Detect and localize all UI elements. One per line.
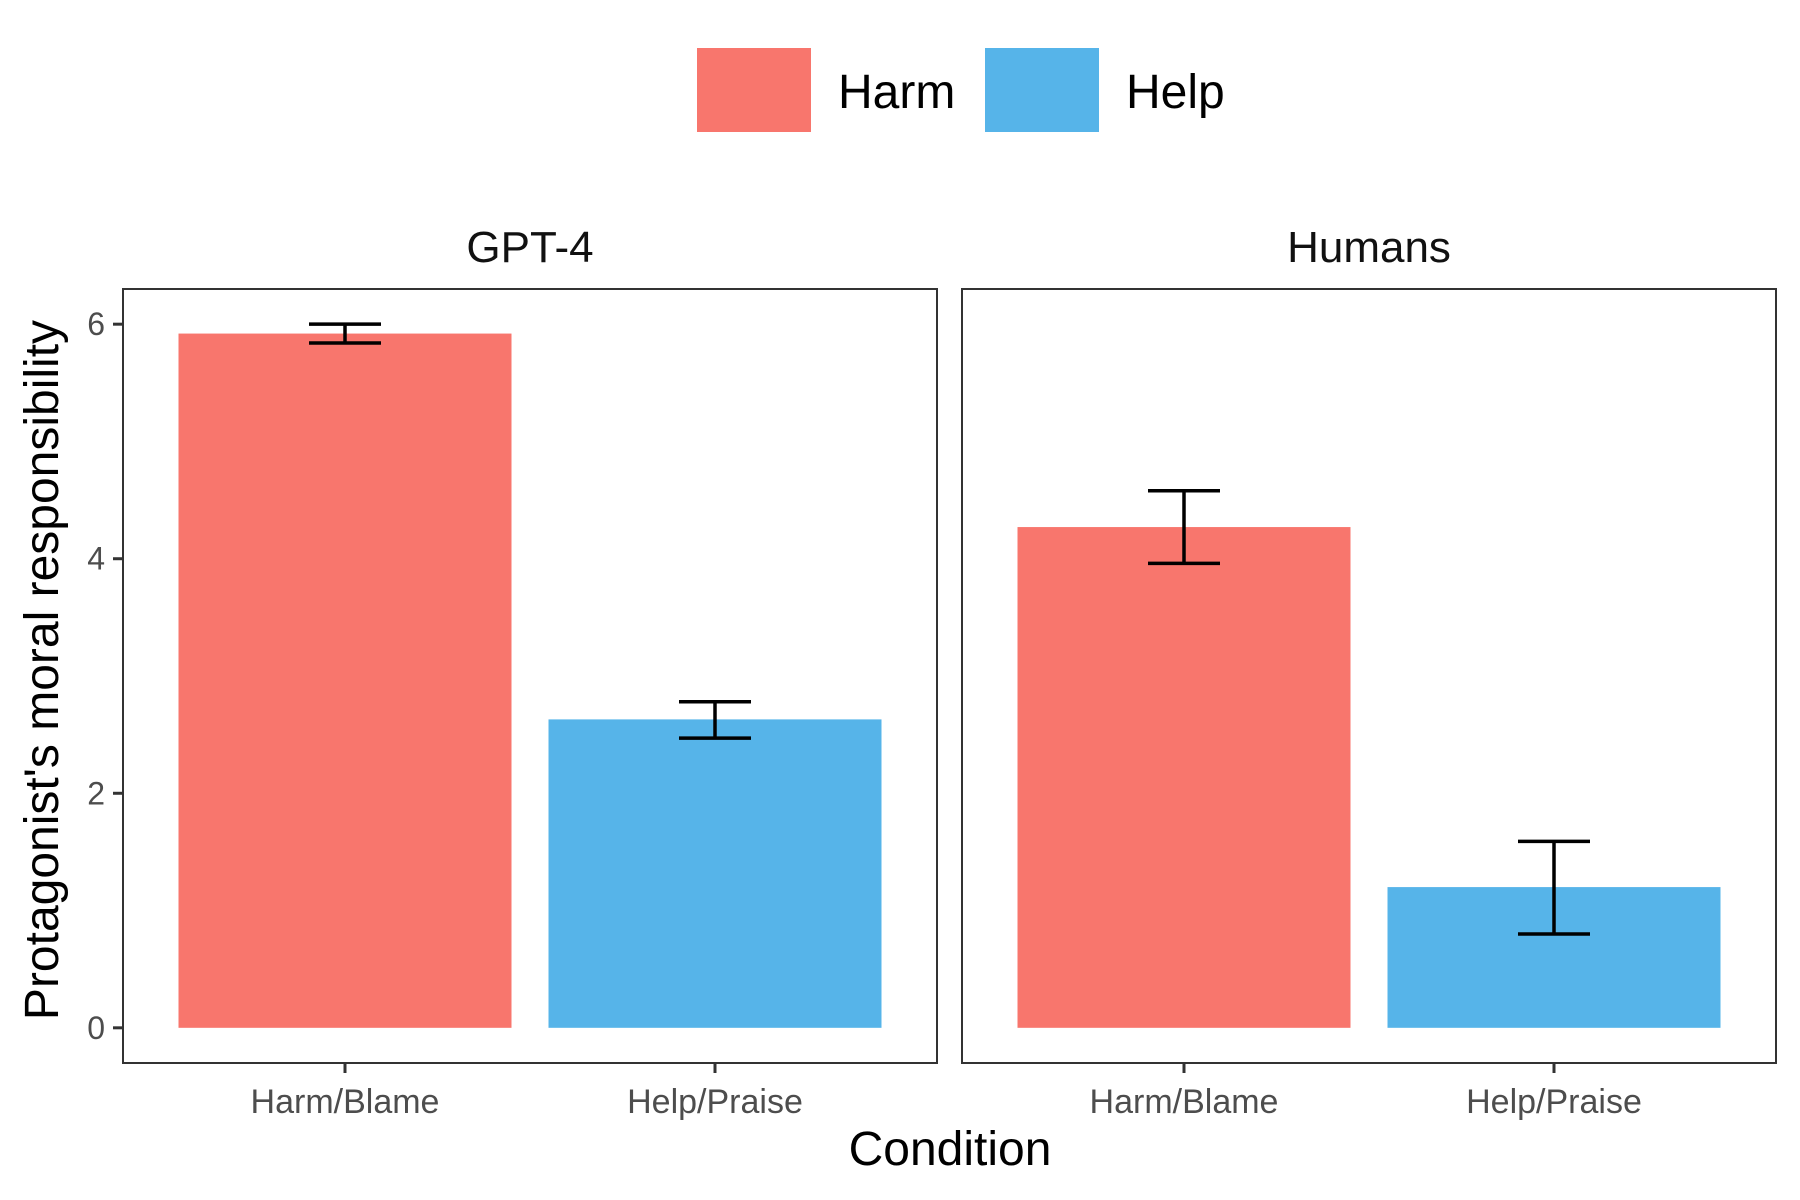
panel-border bbox=[961, 288, 1777, 1064]
panel-humans: Harm/Blame Help/Praise bbox=[961, 288, 1777, 1121]
x-tick-label: Help/Praise bbox=[627, 1083, 803, 1121]
x-tick-label: Harm/Blame bbox=[251, 1083, 440, 1121]
panel-gpt4: Harm/Blame Help/Praise bbox=[122, 288, 938, 1121]
y-tick-label: 4 bbox=[87, 541, 105, 577]
bar-help-praise bbox=[548, 719, 882, 1028]
legend: Harm Help bbox=[697, 48, 1225, 132]
y-tick-label: 0 bbox=[87, 1010, 105, 1046]
y-axis-title: Protagonist's moral responsibility bbox=[16, 320, 69, 1020]
error-bar bbox=[309, 322, 381, 345]
x-axis-title: Condition bbox=[849, 1123, 1052, 1176]
y-tick-label: 2 bbox=[87, 775, 105, 811]
bar-harm-blame bbox=[1017, 527, 1351, 1028]
legend-swatch-help bbox=[985, 48, 1099, 132]
legend-label-harm: Harm bbox=[838, 66, 955, 119]
error-bar bbox=[1518, 839, 1590, 936]
error-bar bbox=[1148, 488, 1220, 566]
bar-harm-blame bbox=[178, 333, 512, 1028]
error-bar bbox=[679, 700, 751, 740]
y-axis: 0 2 4 6 bbox=[87, 306, 123, 1046]
x-tick-label: Help/Praise bbox=[1466, 1083, 1642, 1121]
panel-title-gpt4: GPT-4 bbox=[466, 223, 593, 272]
panel-border bbox=[122, 288, 938, 1064]
x-tick-label: Harm/Blame bbox=[1090, 1083, 1279, 1121]
panel-title-humans: Humans bbox=[1287, 223, 1451, 272]
legend-swatch-harm bbox=[697, 48, 811, 132]
legend-label-help: Help bbox=[1126, 66, 1225, 119]
y-tick-label: 6 bbox=[87, 306, 105, 342]
